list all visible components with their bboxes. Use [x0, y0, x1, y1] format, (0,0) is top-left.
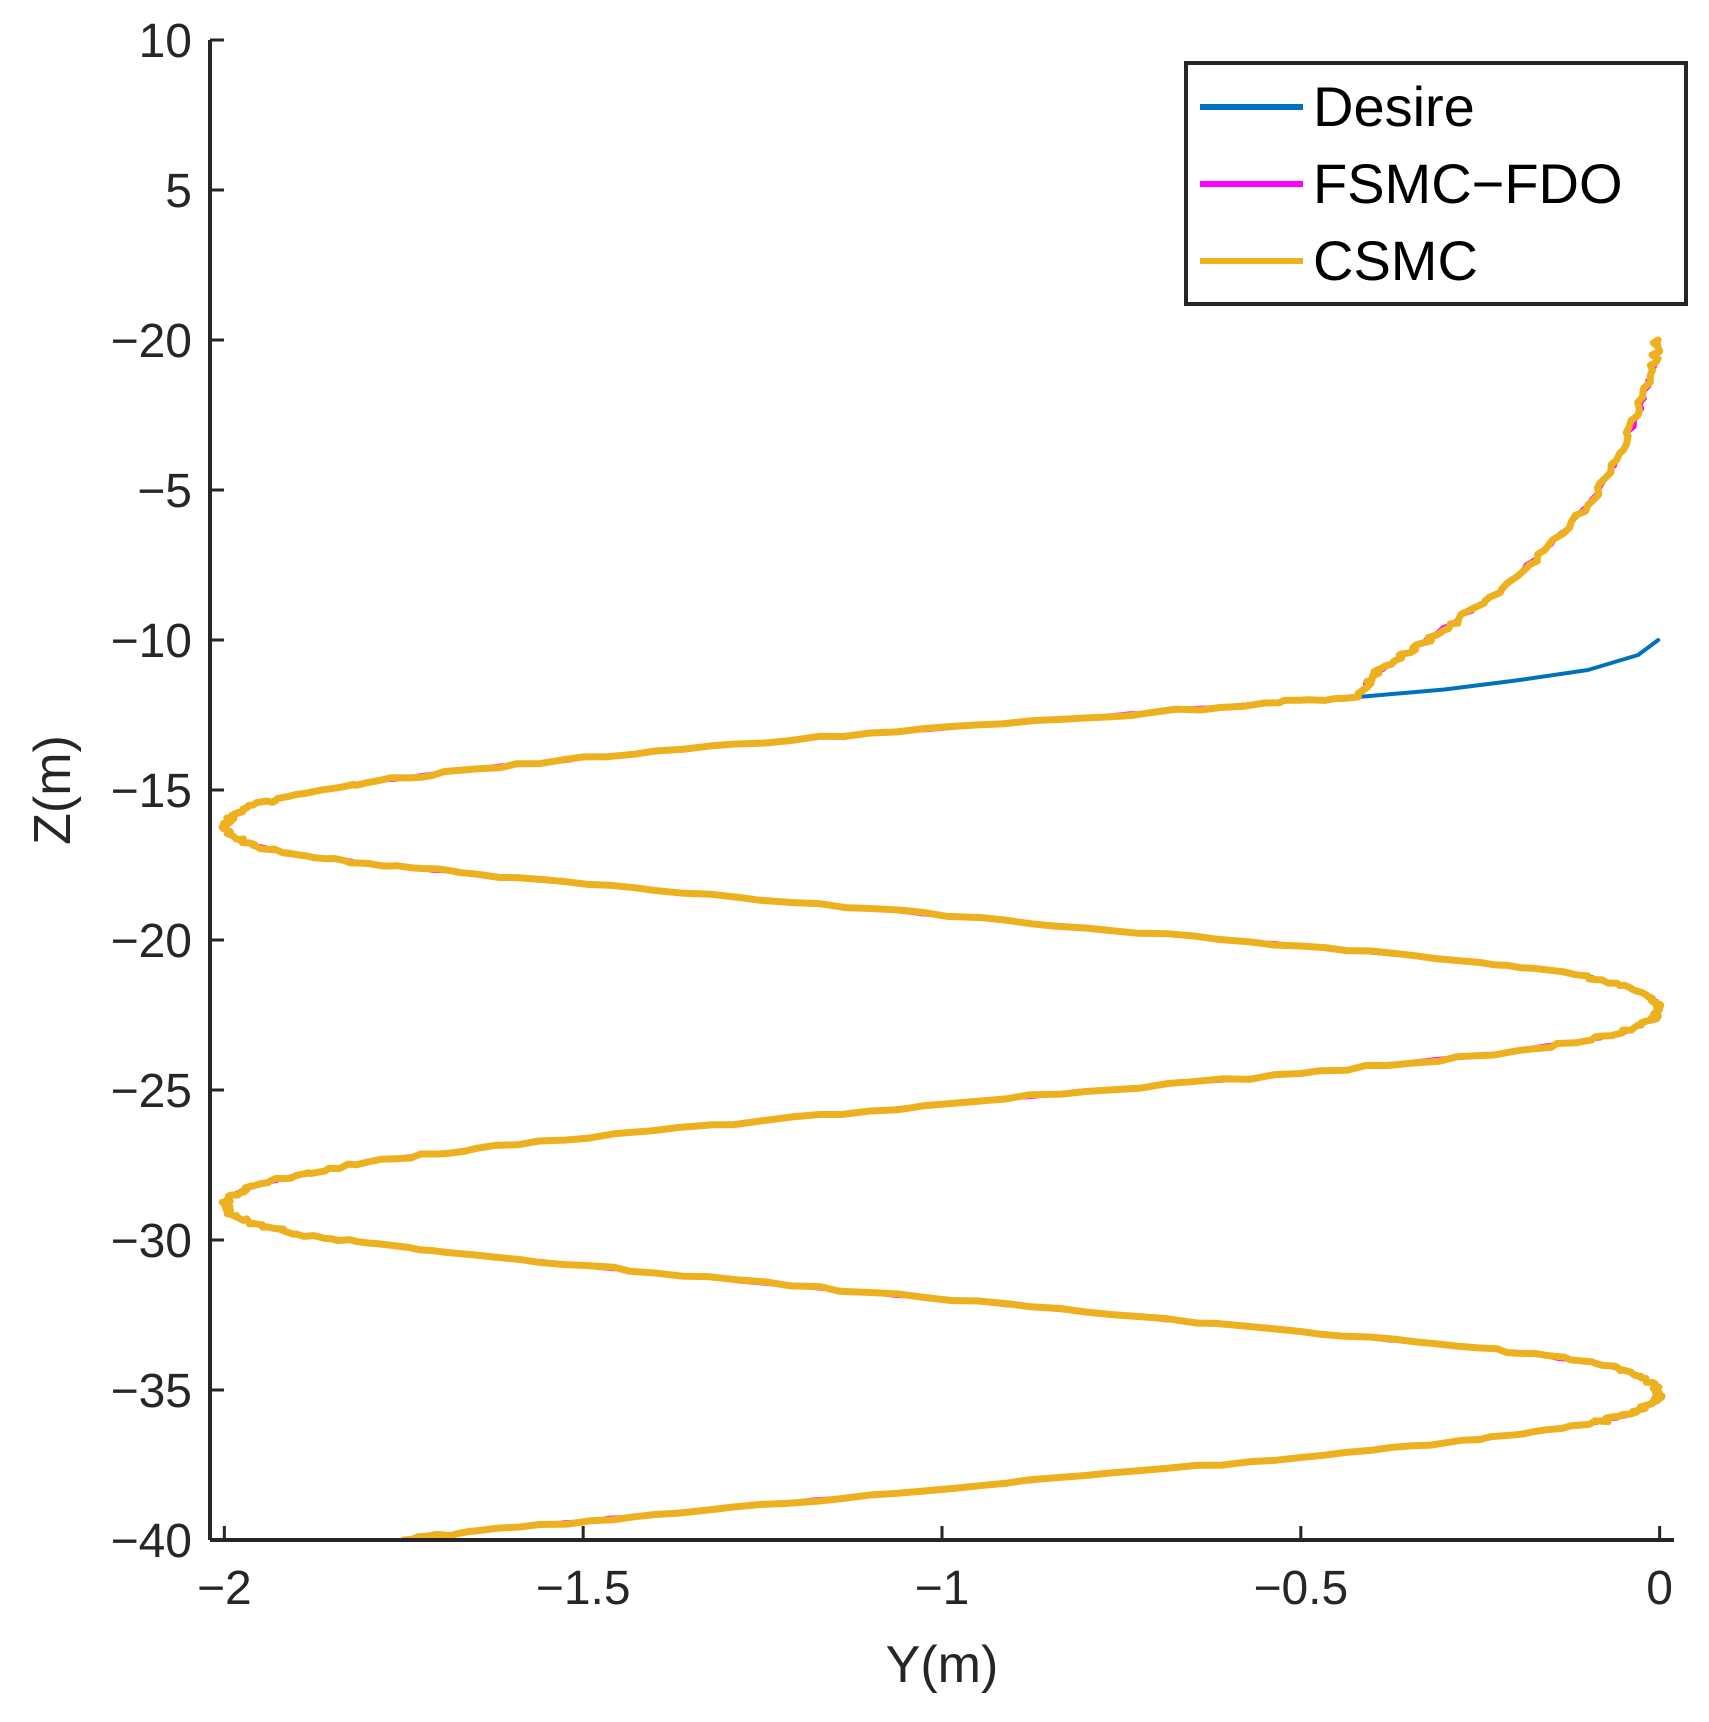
legend-label: Desire	[1313, 75, 1475, 138]
legend-label: CSMC	[1313, 229, 1478, 292]
y-tick-label: −20	[111, 315, 192, 368]
legend-items: Desire FSMC−FDO CSMC	[1200, 75, 1623, 292]
x-tick-label: 0	[1646, 1562, 1673, 1615]
y-axis-title: Z(m)	[24, 735, 82, 845]
series-layer	[218, 336, 1666, 1540]
y-tick-label: 5	[165, 165, 192, 218]
x-tick-label: −1.5	[536, 1562, 631, 1615]
y-tick-label: 10	[139, 15, 192, 68]
y-ticks: 10 5 −20 −5 −10 −15 −20 −25 −30 −35 −40	[111, 15, 224, 1568]
x-tick-label: −1	[915, 1562, 970, 1615]
legend: Desire FSMC−FDO CSMC	[1184, 61, 1688, 306]
legend-label: FSMC−FDO	[1313, 152, 1623, 215]
x-ticks: −2 −1.5 −1 −0.5 0	[197, 1526, 1673, 1615]
y-tick-label: −25	[111, 1065, 192, 1118]
x-tick-label: −0.5	[1253, 1562, 1348, 1615]
y-tick-label: −30	[111, 1215, 192, 1268]
y-tick-label: −35	[111, 1365, 192, 1418]
y-tick-label: −40	[111, 1515, 192, 1568]
series-line-2	[218, 336, 1666, 1540]
x-tick-label: −2	[197, 1562, 252, 1615]
y-tick-label: −20	[111, 915, 192, 968]
y-tick-label: −5	[137, 465, 192, 518]
x-axis-title: Y(m)	[886, 1636, 999, 1694]
y-tick-label: −10	[111, 615, 192, 668]
y-tick-label: −15	[111, 765, 192, 818]
